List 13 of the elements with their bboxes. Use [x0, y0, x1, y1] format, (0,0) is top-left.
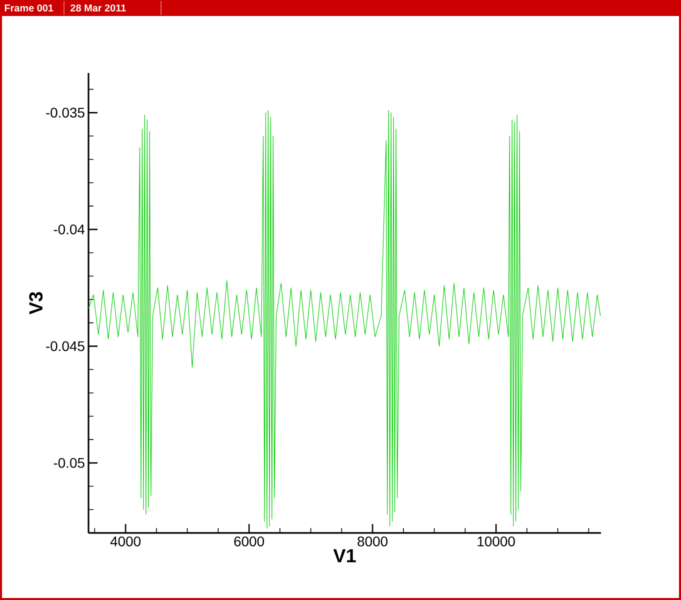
- x-tick-label: 6000: [234, 536, 264, 546]
- text: Frame 001: [4, 4, 54, 12]
- x-tick-label: 10000: [478, 536, 515, 546]
- y-axis-title: V3: [29, 292, 43, 314]
- y-tick-label: -0.04: [54, 224, 85, 234]
- x-tick-label: 4000: [110, 536, 141, 546]
- x-tick-label: 8000: [358, 536, 388, 546]
- y-tick-label: -0.035: [46, 108, 84, 118]
- line-series: [88, 110, 601, 529]
- x-axis-title: V1: [333, 549, 356, 562]
- y-tick-label: -0.045: [46, 341, 84, 352]
- text: 28 Mar 2011: [70, 4, 126, 12]
- y-tick-label: -0.05: [54, 458, 84, 468]
